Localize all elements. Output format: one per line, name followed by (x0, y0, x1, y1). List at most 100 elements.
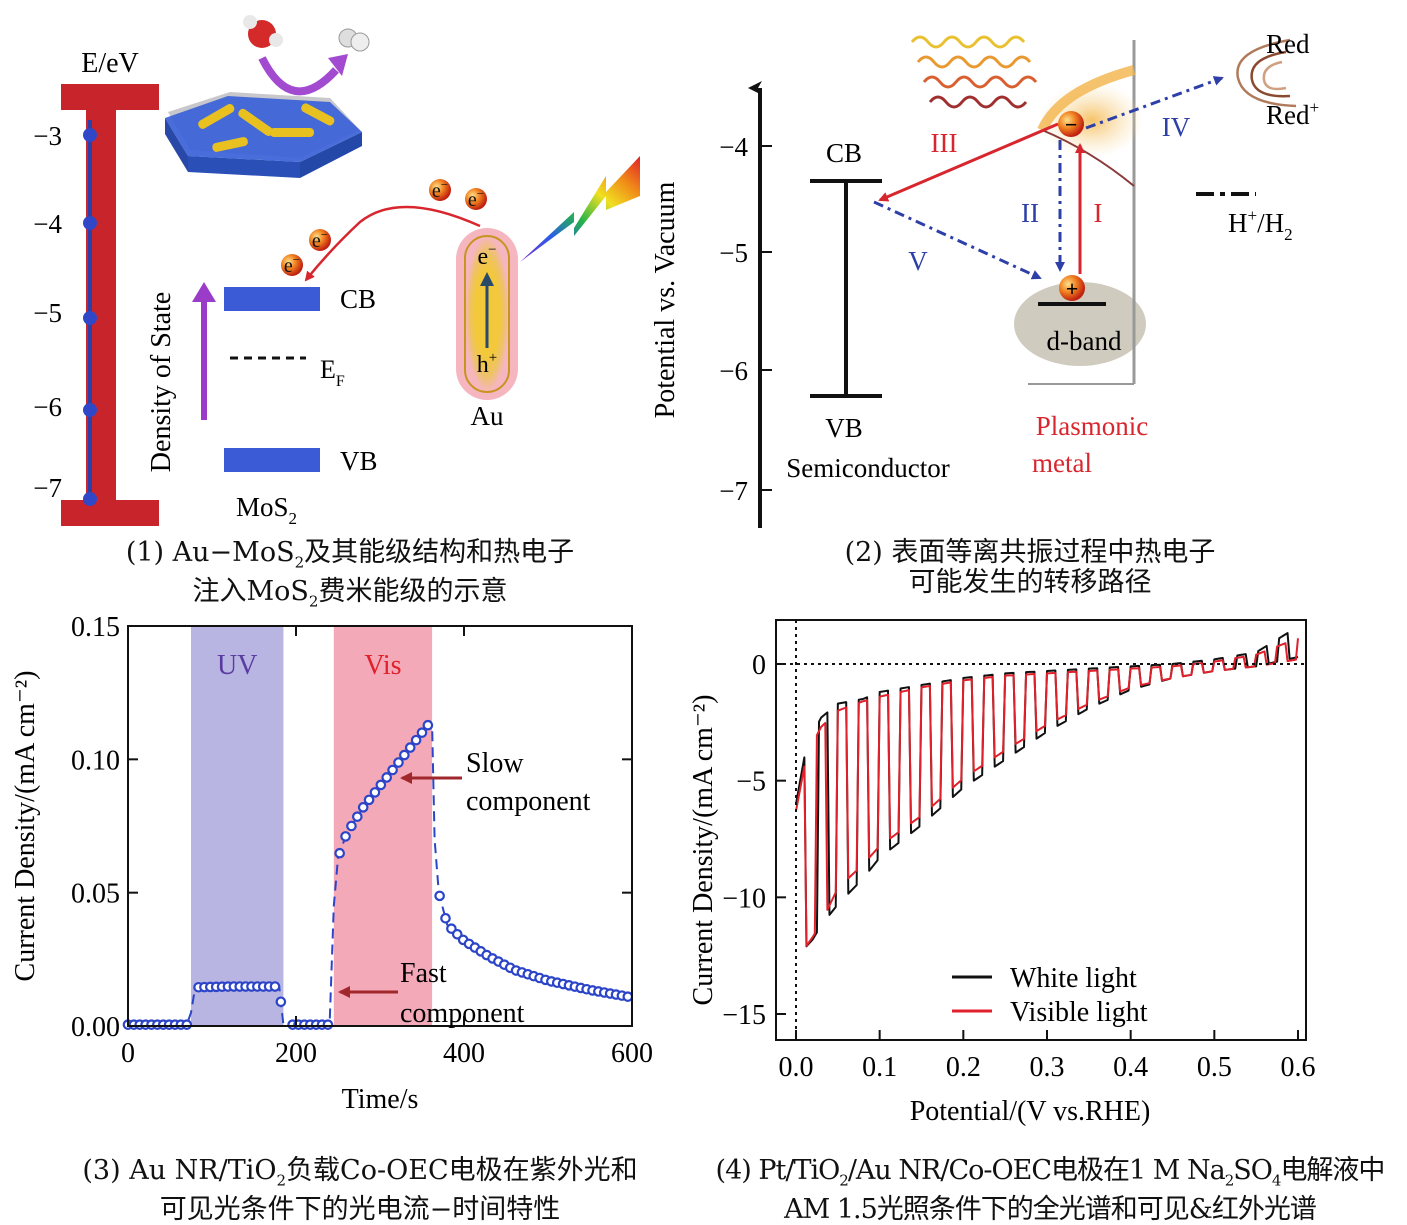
svg-text:e−: e− (432, 177, 448, 202)
energy-tick-dot (83, 128, 97, 142)
fermi-label: EF (320, 355, 345, 390)
potential-axis-title: Potential vs. Vacuum (650, 181, 681, 418)
legend-white-label: White light (1010, 963, 1137, 994)
mos2-label: MoS2 (236, 492, 297, 528)
energy-tick-dot (83, 216, 97, 230)
nanorod-hole-label: h+ (477, 350, 497, 378)
data-point (363, 794, 375, 806)
light-bolt-icon (520, 156, 640, 262)
data-point (387, 764, 398, 776)
chart-frame (127, 625, 633, 1027)
y-tick-label: 0.05 (71, 879, 120, 910)
data-point (416, 727, 428, 738)
x-tick-label: 600 (611, 1038, 653, 1069)
data-point (381, 772, 393, 783)
electron-icon: e− (429, 177, 451, 202)
potential-tick-label: −5 (719, 238, 748, 268)
x-tick-label: 400 (443, 1038, 485, 1069)
energy-bar-bottom-cap (61, 500, 159, 526)
y-tick-label: −10 (722, 883, 766, 914)
excitation-arrowhead-icon (480, 272, 494, 286)
plasmonic-label: Plasmonic (1036, 411, 1149, 441)
path-V-label: V (908, 246, 928, 276)
potential-tick-label: −4 (719, 132, 748, 162)
red-label: Red (1266, 29, 1310, 59)
axis-ticks: 0.0 0.1 0.2 0.3 0.4 0.5 0.6 −15 −10 −5 0 (722, 650, 1315, 1083)
data-point (352, 811, 363, 822)
vb-label: VB (340, 446, 378, 476)
light-wave-icon (910, 35, 1038, 109)
white-light-line (795, 632, 1299, 948)
x-tick-label: 0.0 (779, 1052, 814, 1083)
photocurrent-series (122, 719, 634, 1030)
h2-label: H+/H2 (1228, 206, 1293, 244)
caption-panel-1: (1) Au−MoS2及其能级结构和热电子 注入MoS2费米能级的示意 (80, 538, 620, 617)
path-I-label: I (1094, 198, 1103, 228)
fast-component-label: component (400, 998, 525, 1029)
axis-ticks: 0 200 400 600 0.00 0.05 0.10 0.15 (71, 612, 653, 1069)
path-III-arrow (878, 122, 1059, 202)
caption-line: (2) 表面等离共振过程中热电子 (844, 537, 1216, 568)
hot-electron-glow (1040, 82, 1144, 158)
y-axis-label: Current Density/(mA cm⁻²) (10, 671, 41, 982)
x-tick-label: 0.5 (1197, 1052, 1232, 1083)
data-point (440, 912, 451, 924)
path-IV-arrow (1085, 76, 1224, 130)
dos-arrowhead-icon (192, 282, 216, 302)
y-tick-label: −5 (736, 767, 766, 798)
data-point (404, 742, 416, 753)
valence-band (224, 448, 320, 472)
slow-component-label: component (466, 786, 591, 817)
data-point (410, 734, 422, 746)
photocurrent-time-chart: 0 200 400 600 0.00 0.05 0.10 0.15 UV Vis Slow c… (10, 612, 653, 1115)
data-point (393, 757, 404, 768)
data-point (369, 787, 381, 798)
data-point (346, 820, 357, 832)
caption-line: 可能发生的转移路径 (908, 567, 1152, 598)
data-point (181, 1019, 193, 1030)
x-tick-label: 200 (275, 1038, 317, 1069)
y-tick-label: 0.10 (71, 745, 120, 776)
plasmon-distribution-curve (1041, 129, 1135, 187)
electron-icon: e− (309, 227, 331, 252)
d-band-label: d-band (1047, 326, 1122, 356)
caption-panel-3: (3) Au NR/TiO2负载Co-OEC电极在紫外光和 可见光条件下的光电流… (30, 1156, 690, 1225)
caption-line: (1) Au−MoS2及其能级结构和热电子 (125, 537, 575, 572)
au-label: Au (471, 401, 504, 431)
x-tick-label: 0 (121, 1038, 135, 1069)
caption-line: 可见光条件下的光电流−时间特性 (159, 1194, 561, 1225)
nanorod-electron-label: e− (477, 242, 496, 270)
y-axis-label: Current Density/(mA cm⁻²) (688, 695, 719, 1006)
semiconductor-cb-label: CB (826, 138, 862, 168)
chart-frame (775, 619, 1307, 1041)
redox-curves-icon (1236, 38, 1297, 108)
data-point (334, 847, 345, 859)
water-molecule-icon (243, 15, 283, 48)
lsv-series (795, 632, 1299, 948)
x-tick-label: 0.4 (1113, 1052, 1148, 1083)
data-point (422, 719, 434, 731)
energy-axis-title: E/eV (81, 48, 139, 79)
potential-tick-label: −7 (719, 476, 748, 506)
cb-label: CB (340, 284, 376, 314)
energy-tick-label: −7 (33, 473, 62, 503)
caption-line: (4) Pt/TiO2/Au NR/Co-OEC电极在1 M Na2SO4电解液… (715, 1155, 1386, 1190)
x-tick-label: 0.1 (862, 1052, 897, 1083)
hot-hole-icon: + (1059, 275, 1085, 301)
conduction-band (224, 287, 320, 311)
potential-tick-label: −6 (719, 356, 748, 386)
data-point (622, 991, 634, 1002)
metal-label: metal (1032, 448, 1092, 478)
energy-tick-dot (83, 492, 97, 506)
caption-line: 注入MoS2费米能级的示意 (192, 576, 508, 611)
caption-line: AM 1.5光照条件下的全光谱和可见&红外光谱 (784, 1194, 1317, 1225)
hot-electron-icon: − (1058, 111, 1084, 137)
reaction-arrow-icon (258, 56, 339, 96)
svg-text:−: − (1065, 112, 1078, 137)
energy-tick-dot (83, 403, 97, 417)
energy-tick-label: −4 (33, 209, 62, 239)
dos-label: Density of State (146, 292, 177, 472)
energy-tick-label: −3 (33, 121, 62, 151)
path-IV-label: IV (1162, 112, 1191, 142)
svg-text:e−: e− (468, 186, 484, 211)
